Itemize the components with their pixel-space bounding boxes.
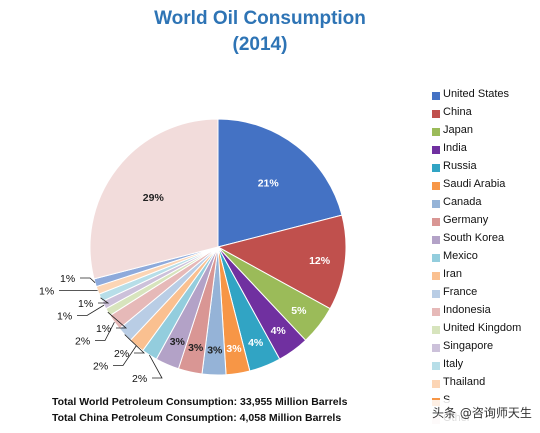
legend-item: United States [430, 88, 540, 106]
legend-swatch [432, 326, 440, 334]
legend-label: Mexico [443, 250, 478, 262]
legend-item: China [430, 106, 540, 124]
data-label-saudi-arabia: 3% [226, 343, 242, 355]
legend-item: Germany [430, 214, 540, 232]
legend-label: Thailand [443, 376, 486, 388]
legend-label: Iran [443, 268, 462, 280]
legend-item: France [430, 286, 540, 304]
data-label-south-korea: 3% [170, 336, 186, 348]
legend-label: France [443, 286, 478, 298]
legend-swatch [432, 218, 440, 226]
legend-label: United States [443, 88, 510, 100]
pie-slice-other [89, 118, 219, 280]
legend-swatch [432, 308, 440, 316]
pie-slice-united-states [217, 118, 343, 248]
data-label-iran: 2% [93, 361, 108, 373]
data-label-india: 4% [271, 325, 287, 337]
data-label-united-kingdom: 1% [96, 323, 111, 335]
legend-label: United Kingdom [443, 322, 522, 334]
leader-line-united-kingdom [107, 311, 128, 329]
legend-label: India [443, 142, 467, 154]
data-label-indonesia: 2% [75, 336, 90, 348]
chart-title: World Oil Consumption [154, 8, 366, 29]
legend-swatch [432, 362, 440, 370]
watermark: 头条 @咨询师天生 [432, 406, 532, 420]
chart-subtitle: (2014) [232, 34, 288, 55]
legend-label: China [443, 106, 472, 118]
legend-swatch [432, 344, 440, 352]
data-label-france: 2% [114, 348, 129, 360]
legend-label: Singapore [443, 340, 494, 352]
pie-slice-china [216, 214, 347, 310]
legend-swatch [432, 164, 440, 172]
total-world-consumption: Total World Petroleum Consumption: 33,95… [52, 396, 348, 408]
data-labels: 21%12%5%4%4%3%3%3%3%2%2%2%2%1%1%1%1%1%29… [39, 177, 331, 385]
legend-item: Thailand [430, 376, 540, 394]
data-label-canada: 3% [207, 344, 223, 356]
legend-label: Canada [443, 196, 482, 208]
legend-item: Iran [430, 268, 540, 286]
leader-line-mexico [149, 354, 163, 379]
pie-slices [89, 118, 347, 376]
leader-line-france [124, 334, 145, 354]
data-label-japan: 5% [291, 305, 307, 317]
legend-item: South Korea [430, 232, 540, 250]
legend-item: India [430, 142, 540, 160]
legend-swatch [432, 182, 440, 190]
leader-line-iran [113, 345, 137, 366]
legend-swatch [432, 272, 440, 280]
data-label-thailand: 1% [39, 286, 54, 298]
legend-swatch [432, 146, 440, 154]
legend-item: Indonesia [430, 304, 540, 322]
legend-swatch [432, 236, 440, 244]
legend-label: Russia [443, 160, 477, 172]
legend-label: Indonesia [443, 304, 491, 316]
legend-swatch [432, 110, 440, 118]
legend-swatch [432, 92, 440, 100]
data-label-russia: 4% [248, 337, 264, 349]
legend-item: Italy [430, 358, 540, 376]
data-label-germany: 3% [188, 342, 204, 354]
legend-swatch [432, 290, 440, 298]
leader-line-singapore [77, 304, 105, 316]
legend-item: Singapore [430, 340, 540, 358]
leader-line-italy [98, 297, 110, 304]
leader-line-indonesia [95, 322, 115, 341]
legend-swatch [432, 254, 440, 262]
legend-label: Japan [443, 124, 473, 136]
data-label-spain: 1% [60, 273, 75, 285]
legend-item: Russia [430, 160, 540, 178]
data-label-united-states: 21% [258, 177, 280, 189]
data-label-italy: 1% [78, 298, 93, 310]
data-label-mexico: 2% [132, 373, 147, 385]
legend-item: Saudi Arabia [430, 178, 540, 196]
legend-item: Mexico [430, 250, 540, 268]
legend-item: Japan [430, 124, 540, 142]
legend-item: United Kingdom [430, 322, 540, 340]
legend-swatch [432, 380, 440, 388]
data-label-singapore: 1% [57, 311, 72, 323]
legend-label: Saudi Arabia [443, 178, 506, 190]
legend-item: Canada [430, 196, 540, 214]
legend-label: South Korea [443, 232, 505, 244]
total-china-consumption: Total China Petroleum Consumption: 4,058… [52, 412, 342, 424]
data-label-china: 12% [309, 255, 331, 267]
data-label-other: 29% [143, 192, 165, 204]
legend-swatch [432, 200, 440, 208]
leader-line-spain [80, 277, 96, 283]
watermark-background [428, 400, 540, 426]
legend-label: Germany [443, 214, 489, 226]
legend-label: Italy [443, 358, 464, 370]
label-leader-lines [59, 277, 163, 379]
legend-swatch [432, 128, 440, 136]
